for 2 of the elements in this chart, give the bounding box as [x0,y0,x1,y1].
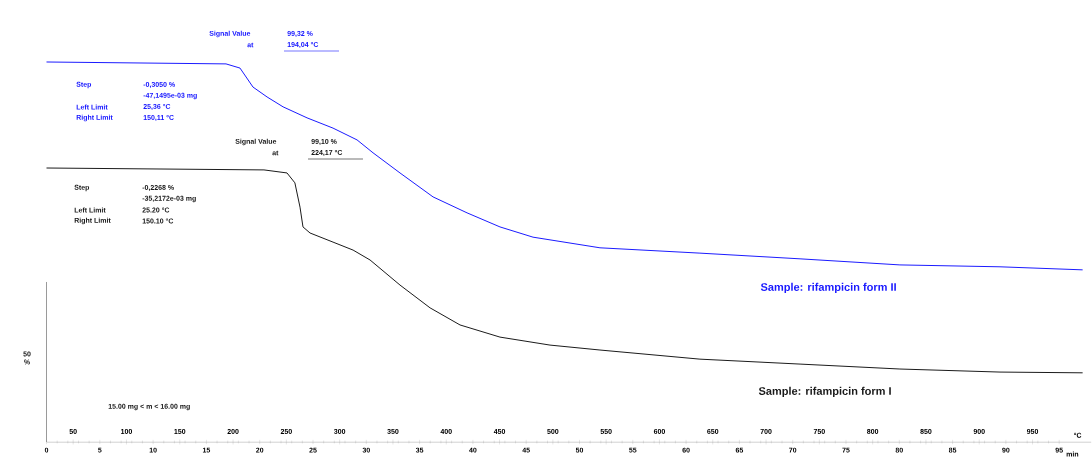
series-label: Sample: rifampicin form II [760,282,896,294]
series-label: Sample: rifampicin form I [758,386,891,398]
